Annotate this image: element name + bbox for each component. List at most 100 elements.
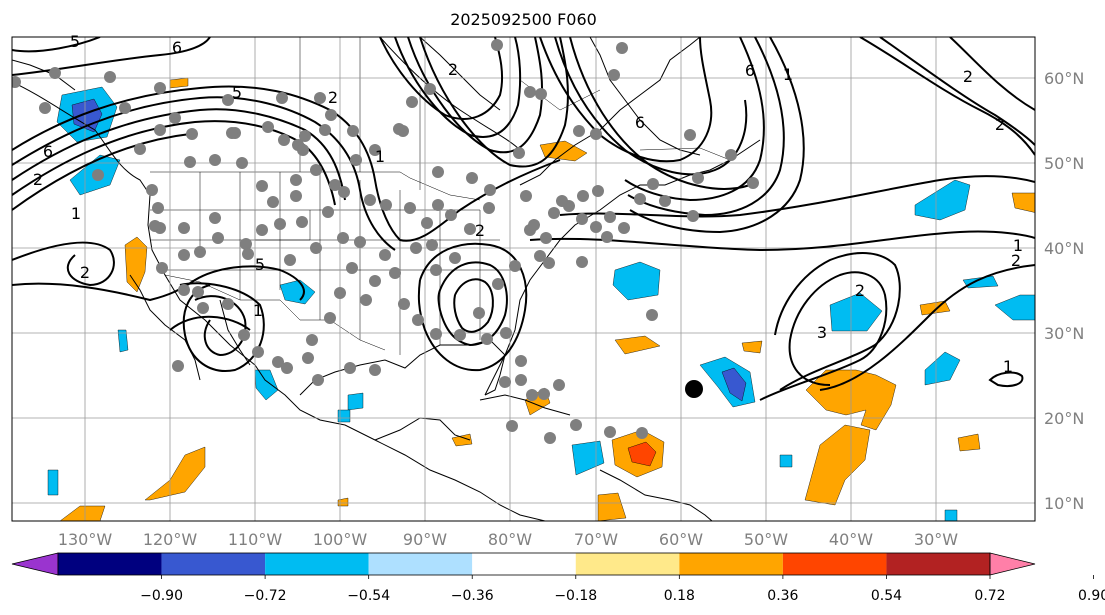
colorbar-bin <box>679 553 783 575</box>
contour-label: 1 <box>253 301 263 320</box>
contour-label: 5 <box>70 32 80 51</box>
map-title: 2025092500 F060 <box>450 10 597 29</box>
longitude-label: 80°W <box>488 530 532 549</box>
station-dot <box>608 69 620 81</box>
contour-label: 1 <box>1013 236 1023 255</box>
contour-label: 2 <box>328 88 338 107</box>
station-dot <box>404 202 416 214</box>
station-dot <box>430 264 442 276</box>
station-dot <box>149 220 161 232</box>
station-dot <box>570 419 582 431</box>
negative-anomaly-area <box>612 261 661 301</box>
station-dot <box>499 376 511 388</box>
positive-anomaly-area <box>169 77 189 89</box>
negative-anomaly-area <box>779 454 793 468</box>
station-dot <box>369 144 381 156</box>
colorbar-tick-label: −0.36 <box>451 588 494 604</box>
colorbar <box>11 552 1036 576</box>
colorbar-tick-label: 0.54 <box>871 588 902 604</box>
colorbar-bin <box>368 553 473 575</box>
station-dot <box>262 121 274 133</box>
station-dot <box>410 242 422 254</box>
negative-anomaly-area <box>924 351 961 386</box>
station-dot <box>513 147 525 159</box>
station-dot <box>636 427 648 439</box>
station-dot <box>424 83 436 95</box>
station-dot <box>646 309 658 321</box>
colorbar-outline <box>57 552 991 576</box>
longitude-label: 30°W <box>914 530 958 549</box>
contour-label: 2 <box>33 170 43 189</box>
contour-label: 1 <box>1003 357 1013 376</box>
station-dot <box>310 242 322 254</box>
station-dot <box>209 212 221 224</box>
negative-anomaly-area <box>254 369 279 401</box>
station-dot <box>197 302 209 314</box>
colorbar-bin <box>886 553 990 575</box>
contour-label: 2 <box>995 115 1005 134</box>
station-dot <box>347 125 359 137</box>
latitude-label: 50°N <box>1044 154 1084 173</box>
positive-anomaly-area <box>337 497 349 507</box>
station-dot <box>576 256 588 268</box>
station-dot <box>354 236 366 248</box>
colorbar-bin <box>575 553 680 575</box>
contour-label: 5 <box>255 255 265 274</box>
station-dot <box>314 92 326 104</box>
longitude-label: 70°W <box>574 530 618 549</box>
station-dot <box>178 249 190 261</box>
station-dot <box>134 143 146 155</box>
station-dot <box>256 180 268 192</box>
station-dot <box>573 125 585 137</box>
negative-anomaly-area <box>347 392 364 411</box>
station-dot <box>284 254 296 266</box>
station-dot <box>548 207 560 219</box>
coastlines <box>12 37 761 521</box>
contour-label: 6 <box>172 38 182 57</box>
station-dot <box>540 232 552 244</box>
station-dot <box>526 389 538 401</box>
station-dot <box>222 298 234 310</box>
negative-anomaly-area <box>117 329 129 353</box>
contour-label: 2 <box>963 67 973 86</box>
station-dot <box>319 124 331 136</box>
station-dot <box>178 284 190 296</box>
station-dot <box>534 250 546 262</box>
station-dot <box>240 238 252 250</box>
colorbar-bin <box>161 553 266 575</box>
station-dot <box>398 298 410 310</box>
station-dot <box>338 186 350 198</box>
station-dot <box>310 164 322 176</box>
colorbar-bin <box>58 553 162 575</box>
station-dot <box>364 194 376 206</box>
colorbar-bin <box>782 553 887 575</box>
station-dot <box>344 362 356 374</box>
station-dot <box>647 178 659 190</box>
station-dot <box>299 130 311 142</box>
station-dot <box>302 352 314 364</box>
station-dot <box>604 426 616 438</box>
positive-anomaly-area <box>804 424 871 506</box>
station-dot <box>576 213 588 225</box>
colorbar-extend-left <box>11 552 59 576</box>
station-dot <box>553 379 565 391</box>
station-dot <box>297 144 309 156</box>
station-dot <box>104 71 116 83</box>
station-dot <box>421 217 433 229</box>
station-dot <box>184 156 196 168</box>
latitude-label: 60°N <box>1044 69 1084 88</box>
station-dot <box>604 211 616 223</box>
contour-label: 2 <box>80 263 90 282</box>
colorbar-tick-label: 0.18 <box>664 588 695 604</box>
contour-label: 6 <box>745 61 755 80</box>
station-dot <box>236 157 248 169</box>
station-dot <box>659 195 671 207</box>
station-dot <box>276 92 288 104</box>
longitude-label: 90°W <box>403 530 447 549</box>
station-dot <box>92 169 104 181</box>
station-dot <box>393 123 405 135</box>
station-dot <box>212 232 224 244</box>
station-dot <box>725 149 737 161</box>
